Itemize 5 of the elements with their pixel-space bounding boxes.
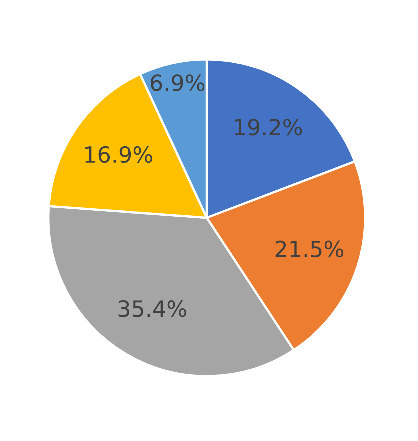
data-label: 35.4%: [118, 300, 186, 318]
data-label: 19.2%: [235, 118, 302, 136]
data-label: 16.9%: [86, 146, 152, 164]
data-label: 21.5%: [276, 240, 344, 258]
data-label: 6.9%: [150, 74, 205, 92]
